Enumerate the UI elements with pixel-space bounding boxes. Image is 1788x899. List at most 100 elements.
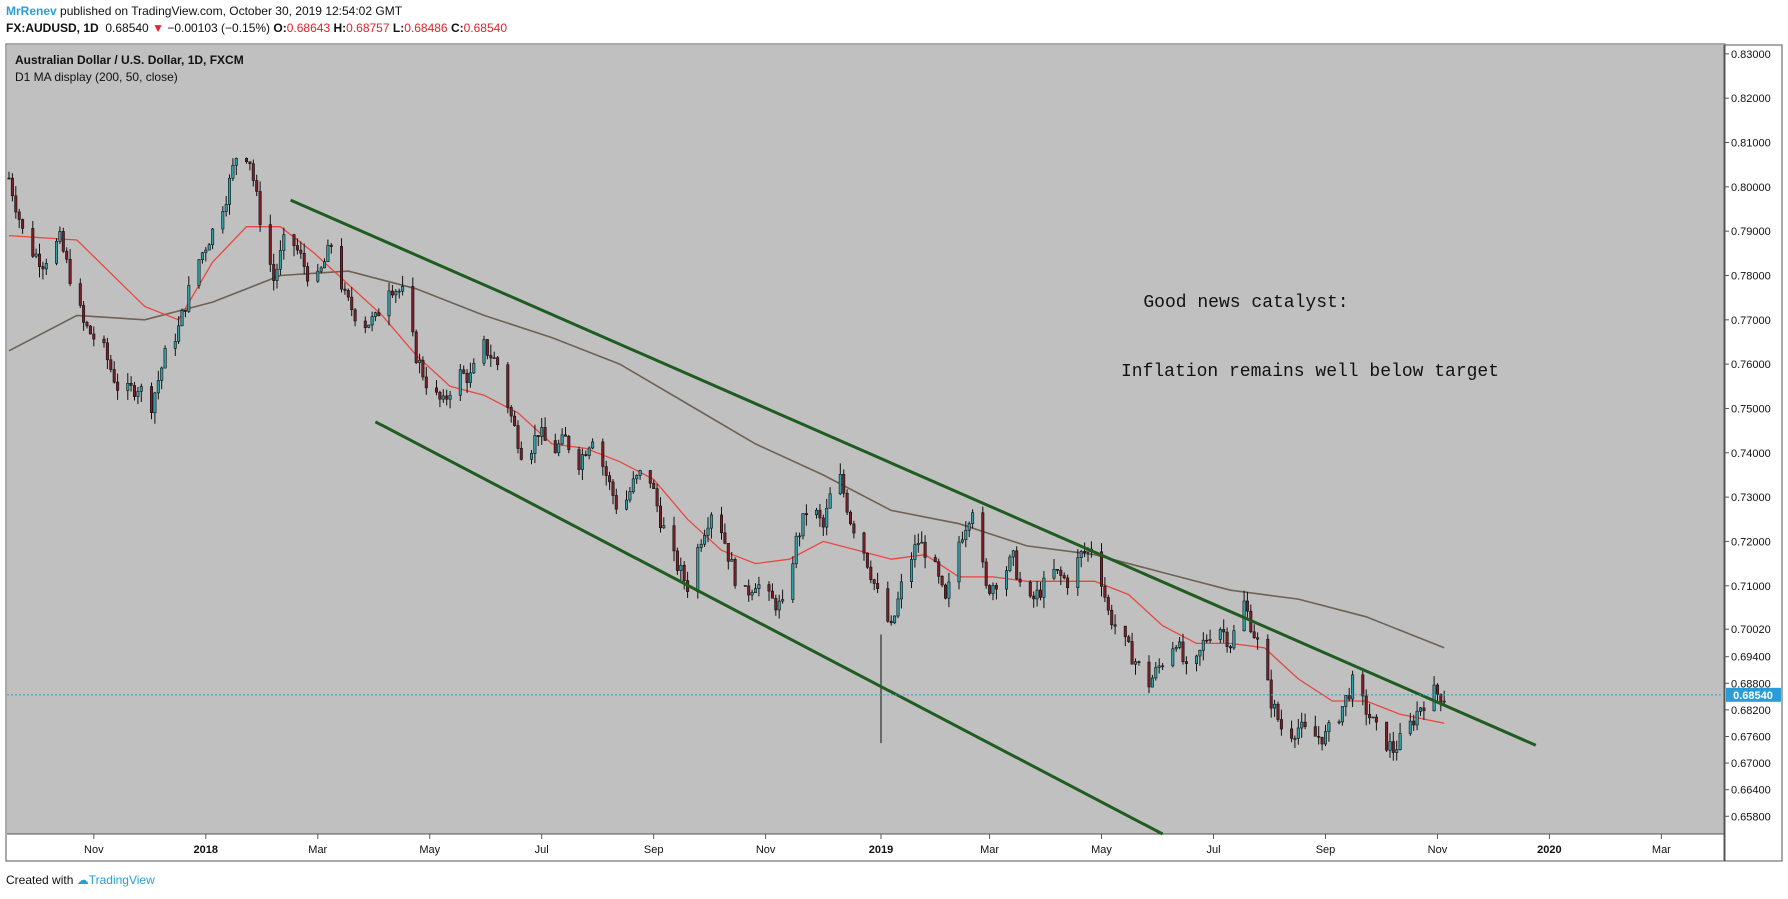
candle-body [1076,557,1080,589]
candle-body [842,473,846,494]
candle-body [757,584,761,589]
publish-info: published on TradingView.com, October 30… [60,4,403,18]
chart-title: Australian Dollar / U.S. Dollar, 1D, FXC… [15,53,244,67]
ma200-line [8,270,1445,649]
candle-body [580,454,584,470]
y-tick-label: 0.78000 [1731,270,1771,282]
candle-body [777,600,781,611]
candle-body [1032,595,1036,600]
candle-body [624,499,628,510]
candle-body [529,453,533,460]
candle-body [329,244,333,247]
candle-body [1110,609,1114,626]
x-tick-label: Jul [535,844,549,856]
y-tick-label: 0.74000 [1731,448,1771,460]
candle-body [1225,631,1229,647]
candle-body [346,290,350,298]
candle-body [394,291,398,296]
candle-body [1127,636,1131,643]
indicator-label: D1 MA display (200, 50, close) [15,70,178,84]
candle-body [401,286,405,292]
candle-body [1039,589,1043,598]
candle-body [886,588,890,622]
candle-body [1245,600,1249,612]
candle-body [869,566,873,580]
candle-body [781,599,785,602]
candle-body [150,386,154,414]
down-arrow-icon: ▼ [152,21,164,35]
candle-body [102,338,106,344]
candle-body [1296,727,1300,739]
candle-body [367,324,371,328]
candle-body [1388,741,1392,751]
candle-body [1340,706,1344,723]
x-tick-label: 2020 [1537,844,1561,856]
candle-body [390,290,394,296]
trendline[interactable] [289,198,1537,747]
y-tick-label: 0.82000 [1731,93,1771,105]
candle-body [496,357,500,366]
candle-body [896,598,900,617]
candle-body [1324,731,1328,745]
candle-body [1290,728,1294,739]
candle-body [838,473,842,495]
candles-series [7,157,1446,761]
candle-body [292,234,296,246]
candle-body [611,481,615,496]
candle-body [153,392,157,414]
candle-body [1130,641,1134,665]
created-with-label: Created with [6,873,74,887]
y-tick-label: 0.65800 [1731,811,1771,823]
candle-body [662,525,666,529]
last-price: 0.68540 [105,21,149,35]
candle-body [136,391,140,397]
candle-body [753,588,757,593]
candle-body [112,369,116,383]
y-tick-label: 0.79000 [1731,226,1771,238]
candle-body [943,584,947,599]
candle-body [1157,665,1161,668]
candle-body [78,283,82,306]
candle-body [82,305,86,323]
candle-body [971,512,975,524]
candle-body [1229,646,1233,649]
candle-body [1008,556,1012,571]
candle-body [801,513,805,537]
candle-body [845,492,849,513]
candle-body [872,579,876,584]
tradingview-brand-link[interactable]: TradingView [88,873,155,887]
candle-body [482,339,486,364]
candle-body [1347,694,1351,700]
y-tick-label: 0.77000 [1731,315,1771,327]
trendline[interactable] [374,420,1164,836]
candle-body [513,415,517,426]
candle-body [1232,630,1236,649]
candle-body [350,296,354,311]
x-tick-label: Sep [644,844,664,856]
candle-body [648,470,652,484]
candle-body [1195,655,1199,664]
candle-body [319,267,323,272]
candle-body [160,367,164,381]
candle-body [706,527,710,536]
candle-body [750,592,754,596]
candle-body [37,253,41,267]
candle-body [353,309,357,322]
tradingview-logo-icon[interactable]: ☁ [76,873,89,887]
candle-body [1147,661,1151,688]
candle-body [655,488,659,507]
author-link[interactable]: MrRenev [6,4,57,18]
candle-body [1415,710,1419,726]
candle-body [1317,735,1321,738]
high-value: 0.68757 [346,21,390,35]
candle-body [133,385,137,397]
y-tick-label: 0.72000 [1731,536,1771,548]
candle-body [411,286,415,333]
candle-body [628,491,632,501]
candle-body [1137,661,1141,664]
candle-body [1320,736,1324,745]
price-axis[interactable] [1724,44,1783,862]
candle-body [105,342,109,361]
candle-body [248,161,252,164]
